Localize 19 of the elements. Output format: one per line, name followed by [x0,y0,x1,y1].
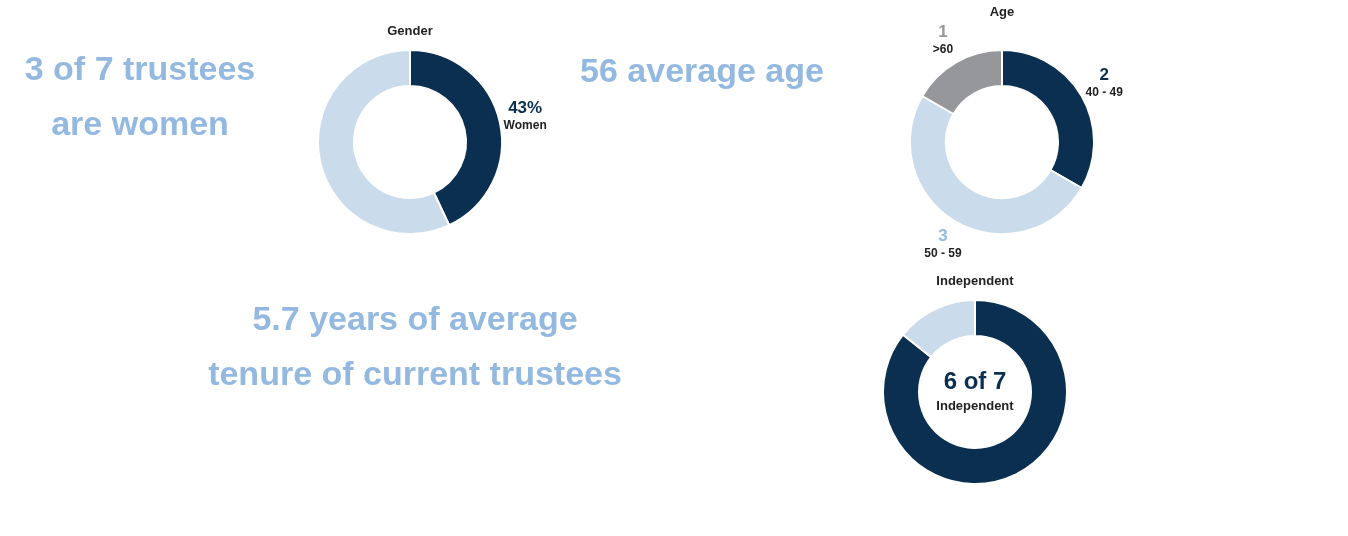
slice-label: Women [503,118,547,133]
slice-label: 50 - 59 [924,246,963,261]
data-label: 3 [938,226,948,246]
text: 6 of 7 [943,367,1007,394]
chart-title: Independent [936,273,1015,288]
chart-title: Age [989,3,1015,19]
data-label: 43% [508,98,543,118]
data-label: 2 [1099,65,1109,84]
text: 5.7 years of average [252,298,578,337]
text: 3 of 7 trustees [24,48,256,87]
chart-title: Gender [387,23,433,38]
slice-label: >60 [932,41,954,56]
text: Independent [936,398,1015,413]
donut-slice [882,299,1068,485]
text: tenure of current trustees [208,353,622,392]
text: are women [51,103,229,142]
slice-label: 40 - 49 [1085,85,1124,99]
text: 56 average age [580,51,824,89]
data-label: 1 [938,21,948,41]
